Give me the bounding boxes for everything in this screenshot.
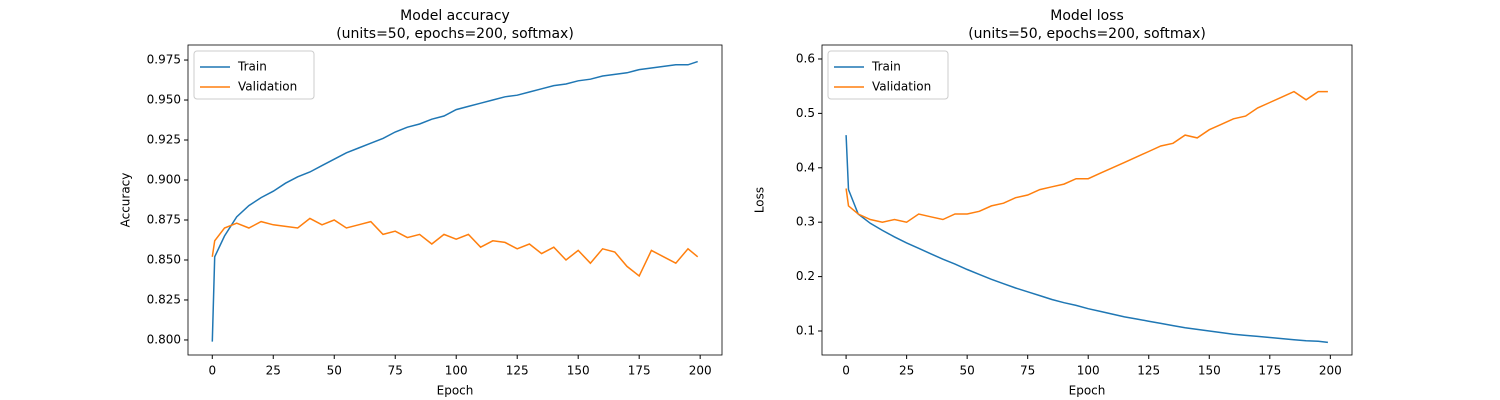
axes-frame [821,44,1353,356]
legend-label: Train [871,60,901,74]
x-tick-label: 175 [1258,364,1281,378]
y-tick-label: 0.925 [147,133,181,147]
x-tick-label: 200 [1319,364,1342,378]
x-tick-label: 100 [445,364,468,378]
y-tick-label: 0.3 [796,215,815,229]
y-tick-label: 0.875 [147,212,181,226]
y-axis-label: Accuracy [119,173,133,228]
x-axis-label: Epoch [437,384,474,398]
line [845,135,1328,344]
x-tick-label: 150 [1198,364,1221,378]
x-tick-label: 25 [266,364,281,378]
y-tick-label: 0.800 [147,332,181,346]
y-tick-label: 0.825 [147,292,181,306]
line [211,217,699,278]
x-tick-label: 200 [689,364,712,378]
y-tick-label: 0.4 [796,160,815,174]
y-tick-label: 0.2 [796,269,815,283]
x-tick-label: 50 [960,364,975,378]
legend-label: Validation [238,80,297,94]
x-tick-label: 150 [567,364,590,378]
x-tick-label: 100 [1077,364,1100,378]
y-tick-label: 0.850 [147,252,181,266]
x-tick-label: 175 [628,364,651,378]
x-tick-label: 25 [899,364,914,378]
y-tick-label: 0.5 [796,106,815,120]
line [845,90,1328,224]
axes-frame [187,44,723,356]
legend-label: Train [237,60,267,74]
x-tick-label: 125 [506,364,529,378]
x-tick-label: 75 [1020,364,1035,378]
y-axis-label: Loss [753,187,767,213]
chart-subtitle: (units=50, epochs=200, softmax) [336,26,574,42]
line [211,60,698,342]
x-tick-label: 125 [1137,364,1160,378]
y-tick-label: 0.1 [796,324,815,338]
chart-title: Model accuracy [400,8,510,24]
chart-title: Model loss [1050,8,1124,24]
x-tick-label: 0 [208,364,216,378]
legend-label: Validation [872,80,931,94]
y-tick-label: 0.950 [147,93,181,107]
y-tick-label: 0.975 [147,53,181,67]
x-axis-label: Epoch [1069,384,1106,398]
x-tick-label: 75 [388,364,403,378]
y-tick-label: 0.900 [147,173,181,187]
x-tick-label: 50 [327,364,342,378]
y-tick-label: 0.6 [796,51,815,65]
x-tick-label: 0 [842,364,850,378]
chart-subtitle: (units=50, epochs=200, softmax) [968,26,1206,42]
